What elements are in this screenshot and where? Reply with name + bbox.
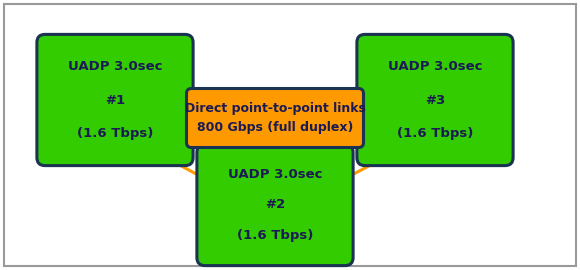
- Text: UADP 3.0sec: UADP 3.0sec: [228, 168, 322, 181]
- Text: #3: #3: [425, 93, 445, 106]
- FancyBboxPatch shape: [197, 144, 353, 266]
- FancyBboxPatch shape: [4, 4, 576, 266]
- Text: Direct point-to-point links: Direct point-to-point links: [184, 102, 365, 115]
- Text: (1.6 Tbps): (1.6 Tbps): [77, 127, 153, 140]
- FancyBboxPatch shape: [187, 89, 364, 147]
- FancyBboxPatch shape: [37, 34, 193, 166]
- Text: #1: #1: [105, 93, 125, 106]
- Text: (1.6 Tbps): (1.6 Tbps): [397, 127, 473, 140]
- Text: UADP 3.0sec: UADP 3.0sec: [388, 60, 482, 73]
- Text: (1.6 Tbps): (1.6 Tbps): [237, 229, 313, 242]
- Text: 800 Gbps (full duplex): 800 Gbps (full duplex): [197, 122, 353, 134]
- Text: #2: #2: [265, 198, 285, 211]
- FancyBboxPatch shape: [357, 34, 513, 166]
- Text: UADP 3.0sec: UADP 3.0sec: [68, 60, 162, 73]
